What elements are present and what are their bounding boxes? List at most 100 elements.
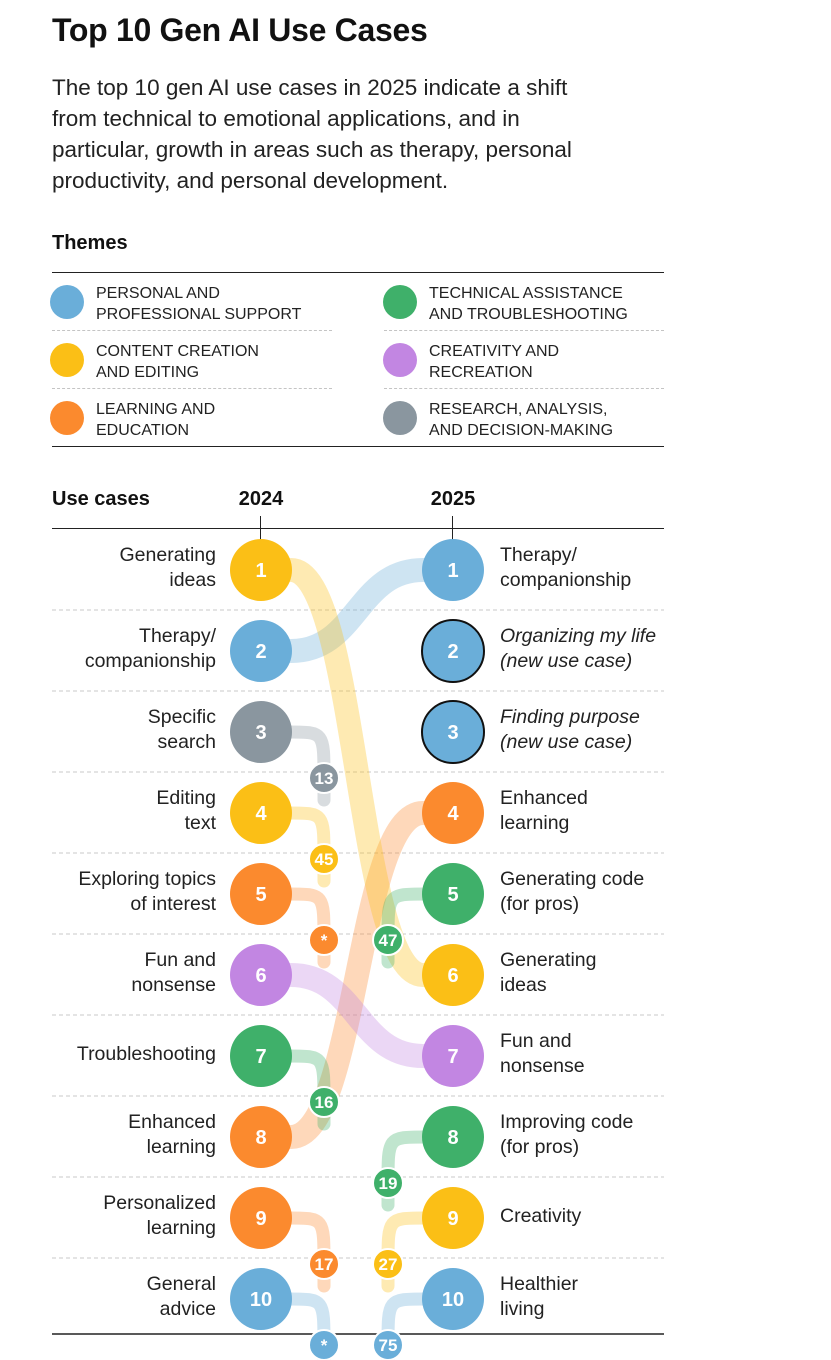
legend-label: RESEARCH, ANALYSIS, bbox=[429, 401, 608, 418]
right-rank-number: 3 bbox=[447, 722, 458, 744]
left-rank-number: 7 bbox=[255, 1046, 266, 1068]
right-rank-circle bbox=[421, 619, 485, 683]
use-case-label-line: Therapy/ bbox=[500, 544, 577, 566]
use-case-label-line: ideas bbox=[169, 569, 216, 591]
use-case-label-line: Creativity bbox=[500, 1204, 582, 1227]
legend-swatch bbox=[383, 401, 417, 435]
exit-rank-bubble bbox=[308, 843, 340, 875]
left-use-case-label: Editing text bbox=[156, 786, 216, 836]
exit-rank-bubble-label: * bbox=[321, 931, 328, 950]
use-case-label-line: companionship bbox=[500, 569, 632, 591]
use-case-label-line: Enhanced bbox=[128, 1111, 216, 1133]
entry-rank-bubble-label: 27 bbox=[379, 1255, 398, 1274]
exit-rank-bubble bbox=[308, 1329, 340, 1360]
use-case-label-line: nonsense bbox=[500, 1055, 585, 1077]
legend-item-creativity: CREATIVITY AND RECREATION bbox=[383, 341, 559, 383]
right-rank-circle bbox=[422, 1268, 484, 1330]
legend-swatch bbox=[383, 343, 417, 377]
legend-top-rule bbox=[52, 272, 664, 273]
subtitle-line: productivity, and personal development. bbox=[52, 168, 449, 193]
legend-item-content: CONTENT CREATION AND EDITING bbox=[50, 341, 259, 383]
legend-label: CREATIVITY AND bbox=[429, 343, 560, 360]
chart-header-rule bbox=[52, 528, 664, 529]
right-rank-circle bbox=[421, 700, 485, 764]
right-use-case-label: Improving code (for pros) bbox=[500, 1110, 633, 1160]
left-use-case-label: Troubleshooting bbox=[77, 1042, 216, 1067]
left-rank-number: 6 bbox=[255, 965, 266, 987]
left-rank-number: 10 bbox=[250, 1289, 272, 1311]
left-rank-circle bbox=[230, 701, 292, 763]
exit-rank-bubble bbox=[308, 924, 340, 956]
right-use-case-label: Finding purpose (new use case) bbox=[500, 705, 640, 755]
left-rank-number: 1 bbox=[255, 560, 266, 582]
rank-connection bbox=[279, 558, 435, 987]
right-rank-number: 9 bbox=[447, 1208, 458, 1230]
left-rank-circle bbox=[230, 1187, 292, 1249]
right-use-case-label: Generating code (for pros) bbox=[500, 867, 644, 917]
left-rank-circle bbox=[230, 1268, 292, 1330]
subtitle-line: particular, growth in areas such as ther… bbox=[52, 137, 572, 162]
left-use-case-label: Specific search bbox=[148, 705, 216, 755]
use-case-label-line: Specific bbox=[147, 706, 216, 728]
right-rank-circle bbox=[422, 782, 484, 844]
legend-swatch bbox=[50, 401, 84, 435]
right-rank-number: 6 bbox=[447, 965, 458, 987]
right-rank-number: 4 bbox=[447, 803, 459, 825]
use-case-label-line: of interest bbox=[130, 893, 216, 915]
exit-rank-bubble-label: 13 bbox=[315, 769, 334, 788]
use-case-label-line: (new use case) bbox=[500, 731, 633, 753]
subtitle: The top 10 gen AI use cases in 2025 indi… bbox=[52, 72, 652, 196]
use-case-label-line: living bbox=[500, 1298, 545, 1320]
use-case-label-line: Generating code bbox=[500, 868, 645, 890]
use-case-label-line: Generating bbox=[119, 544, 216, 566]
exit-rank-bubble bbox=[308, 1086, 340, 1118]
legend-label: PERSONAL AND bbox=[96, 285, 220, 302]
left-rank-circle bbox=[230, 944, 292, 1006]
right-use-case-label: Therapy/companionship bbox=[500, 543, 631, 593]
year-2024-tick bbox=[260, 516, 261, 540]
entry-rank-bubble bbox=[372, 1167, 404, 1199]
legend-divider bbox=[384, 388, 664, 389]
right-rank-number: 10 bbox=[442, 1289, 464, 1311]
use-case-label-line: text bbox=[184, 812, 216, 834]
left-rank-circle bbox=[230, 782, 292, 844]
use-case-label-line: Troubleshooting bbox=[76, 1042, 216, 1065]
entry-rank-bubble bbox=[372, 1248, 404, 1280]
use-case-label-line: Editing bbox=[156, 787, 216, 809]
left-use-case-label: Fun and nonsense bbox=[131, 948, 216, 998]
entry-rank-bubble bbox=[372, 924, 404, 956]
right-rank-number: 7 bbox=[447, 1046, 458, 1068]
left-rank-number: 5 bbox=[255, 884, 266, 906]
use-case-label-line: learning bbox=[146, 1217, 216, 1239]
legend-label: RECREATION bbox=[429, 364, 533, 381]
use-case-label-line: Organizing my life bbox=[500, 625, 657, 647]
legend-item-research: RESEARCH, ANALYSIS, AND DECISION-MAKING bbox=[383, 399, 613, 441]
use-case-label-line: learning bbox=[146, 1136, 216, 1158]
left-use-case-label: General advice bbox=[147, 1272, 216, 1322]
legend-divider bbox=[52, 330, 332, 331]
subtitle-line: The top 10 gen AI use cases in 2025 indi… bbox=[52, 75, 568, 100]
left-rank-number: 3 bbox=[255, 722, 266, 744]
legend-swatch bbox=[383, 285, 417, 319]
legend-label: AND DECISION-MAKING bbox=[429, 422, 614, 439]
use-case-label-line: Fun and bbox=[144, 949, 216, 971]
rank-connection bbox=[279, 558, 435, 663]
use-case-label-line: ideas bbox=[500, 974, 547, 996]
right-rank-circle bbox=[422, 539, 484, 601]
use-case-label-line: (for pros) bbox=[500, 893, 580, 915]
left-use-case-label: Therapy/companionship bbox=[85, 624, 216, 674]
exit-rank-bubble bbox=[308, 762, 340, 794]
right-rank-circle bbox=[422, 1025, 484, 1087]
legend-item-personal: PERSONAL AND PROFESSIONAL SUPPORT bbox=[50, 283, 301, 325]
left-use-case-label: Personalized learning bbox=[103, 1191, 216, 1241]
subtitle-line: from technical to emotional applications… bbox=[52, 106, 520, 131]
year-2025-label: 2025 bbox=[430, 488, 476, 510]
use-case-label-line: Personalized bbox=[103, 1192, 216, 1214]
use-case-label-line: Finding purpose bbox=[500, 706, 640, 728]
right-use-case-label: Healthier living bbox=[500, 1272, 578, 1322]
right-use-case-label: Organizing my life (new use case) bbox=[500, 624, 656, 674]
use-case-label-line: companionship bbox=[84, 650, 216, 672]
use-case-label-line: Therapy/ bbox=[139, 625, 216, 647]
entry-rank-bubble-label: 47 bbox=[379, 931, 398, 950]
use-case-label-line: learning bbox=[500, 812, 570, 834]
